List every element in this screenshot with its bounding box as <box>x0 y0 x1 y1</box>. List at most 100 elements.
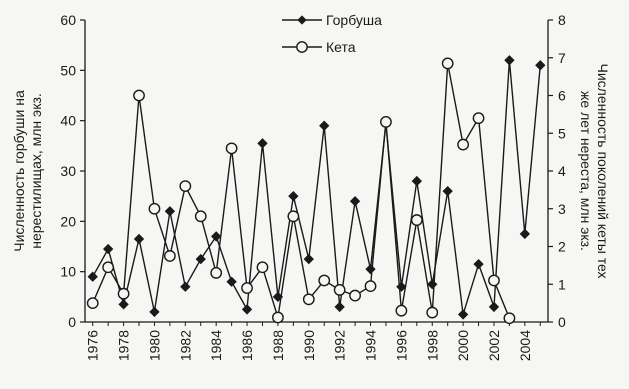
y-left-tick-label: 30 <box>60 163 76 179</box>
data-point-gorbusha <box>303 253 314 265</box>
data-point-keta <box>194 210 207 223</box>
x-tick-label: 1990 <box>301 330 317 361</box>
data-point-keta <box>117 287 130 300</box>
data-point-keta <box>410 214 423 226</box>
y-left-tick-label: 60 <box>60 12 76 28</box>
y-right-tick-label: 8 <box>558 12 566 28</box>
data-point-keta <box>488 274 500 287</box>
data-point-gorbusha <box>102 243 114 255</box>
data-point-gorbusha <box>457 309 469 320</box>
legend-label-gorbusha: Горбуша <box>326 12 382 28</box>
data-point-gorbusha <box>164 206 176 217</box>
data-point-gorbusha <box>535 60 546 71</box>
data-point-keta <box>133 89 145 102</box>
data-point-keta <box>148 202 161 215</box>
data-point-gorbusha <box>133 233 145 245</box>
series-line-gorbusha <box>92 60 541 315</box>
data-point-gorbusha <box>504 55 515 66</box>
data-point-gorbusha <box>226 276 237 287</box>
axes: 0 10 20 30 40 50 60 0 1 2 3 4 5 6 7 8 1976 1978 1980 1982 19… <box>60 12 566 361</box>
data-point-keta <box>241 282 253 294</box>
data-point-gorbusha <box>442 185 453 197</box>
data-point-keta <box>256 261 269 274</box>
data-point-gorbusha <box>349 196 361 207</box>
legend: Горбуша Кета <box>282 12 382 55</box>
data-point-gorbusha <box>195 253 206 265</box>
x-tick-label: 1982 <box>177 330 193 361</box>
x-tick-label: 1994 <box>363 330 379 361</box>
x-tick-label: 1976 <box>85 330 101 361</box>
y-right-tick-label: 5 <box>558 125 566 141</box>
data-point-gorbusha <box>211 231 222 242</box>
y-right-tick-label: 2 <box>558 239 566 255</box>
data-point-gorbusha <box>473 258 484 270</box>
data-point-gorbusha <box>427 279 438 290</box>
data-point-keta <box>472 112 485 125</box>
data-point-keta <box>102 261 115 274</box>
data-point-keta <box>272 311 284 324</box>
x-tick-label: 1988 <box>270 330 286 361</box>
data-point-gorbusha <box>411 175 422 187</box>
data-point-gorbusha <box>257 138 268 149</box>
data-point-gorbusha <box>519 228 531 240</box>
y-axis-left-title-line: Численность горбуши на <box>11 90 27 252</box>
data-point-gorbusha <box>118 299 129 310</box>
data-point-keta <box>333 284 346 296</box>
data-point-keta <box>426 306 439 319</box>
data-point-keta <box>318 274 331 287</box>
y-axis-right-title-line: же лет нереста, млн экз. <box>578 91 594 251</box>
data-point-keta <box>395 304 408 317</box>
data-point-keta <box>364 280 377 293</box>
y-left-tick-label: 10 <box>60 264 76 280</box>
x-tick-label: 1992 <box>332 330 348 361</box>
y-right-tick-label: 4 <box>558 163 566 179</box>
data-point-keta <box>349 289 361 302</box>
legend-marker-gorbusha <box>297 15 307 25</box>
data-point-keta <box>225 142 238 155</box>
x-tick-label: 1980 <box>146 330 162 361</box>
x-tick-label: 1984 <box>208 330 224 361</box>
data-point-keta <box>380 116 392 128</box>
data-point-gorbusha <box>241 304 253 315</box>
data-point-keta <box>287 210 300 223</box>
data-point-gorbusha <box>488 301 500 313</box>
data-point-keta <box>441 57 454 70</box>
data-point-gorbusha <box>334 301 345 313</box>
y-axis-right-title-line: Численность поколений кеты тех <box>595 64 611 279</box>
y-right-tick-label: 1 <box>558 276 566 292</box>
data-point-gorbusha <box>149 306 160 318</box>
data-point-keta <box>302 293 315 306</box>
y-left-tick-label: 20 <box>60 213 76 229</box>
data-point-keta <box>503 312 516 325</box>
x-tick-label: 2000 <box>455 330 471 361</box>
legend-label-keta: Кета <box>326 39 356 55</box>
data-point-gorbusha <box>319 120 330 131</box>
y-right-tick-label: 7 <box>558 50 566 66</box>
x-tick-label: 2002 <box>486 330 502 361</box>
y-right-tick-label: 0 <box>558 314 566 330</box>
data-point-keta <box>163 250 176 262</box>
y-left-tick-label: 50 <box>60 62 76 78</box>
data-point-keta <box>457 138 470 151</box>
y-right-tick-label: 6 <box>558 88 566 104</box>
series-line-keta <box>92 63 511 319</box>
y-axis-right-title: Численность поколений кеты техже лет нер… <box>578 64 611 279</box>
series-layer <box>86 55 546 325</box>
y-left-tick-label: 40 <box>60 113 76 129</box>
y-axis-left-title: Численность горбуши нанерестилищах, млн … <box>11 90 44 252</box>
legend-marker-keta <box>296 41 308 53</box>
x-tick-label: 1978 <box>116 330 132 361</box>
x-tick-label: 2004 <box>517 330 533 361</box>
y-axis-left-title-line: нерестилищах, млн экз. <box>28 93 44 249</box>
x-tick-label: 1998 <box>424 330 440 361</box>
data-point-gorbusha <box>365 263 376 275</box>
data-point-gorbusha <box>288 191 299 202</box>
data-point-gorbusha <box>180 281 191 292</box>
y-left-tick-label: 0 <box>68 314 76 330</box>
y-right-tick-label: 3 <box>558 201 566 217</box>
data-point-keta <box>86 297 99 310</box>
data-point-gorbusha <box>87 271 98 282</box>
x-tick-label: 1986 <box>239 330 255 361</box>
